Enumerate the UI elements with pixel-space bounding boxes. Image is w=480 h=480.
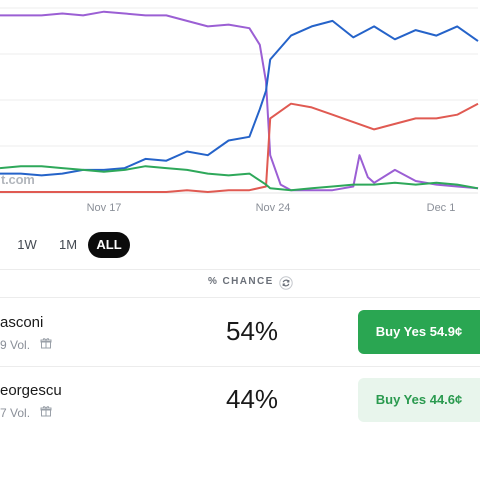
price-chart[interactable]: t.com Nov 17 Nov 24 Dec 1 [0,0,480,228]
x-tick-label: Nov 24 [255,202,291,214]
divider [0,366,480,367]
candidate-chance: 54% [226,316,279,346]
refresh-icon[interactable] [279,276,293,290]
x-tick-label: Dec 1 [426,202,456,214]
candidate-row[interactable]: asconi 9 Vol. 54% Buy Yes 54.9¢ [0,300,480,366]
series-line-2 [0,19,479,177]
candidate-chance: 44% [226,384,279,414]
divider [0,297,480,298]
candidate-volume: 7 Vol. [0,406,31,420]
chance-column-header: % CHANCE [208,276,274,287]
x-tick-label: Nov 17 [86,202,122,214]
chart-canvas [0,7,479,194]
series-line-4 [0,165,479,192]
buy-yes-button[interactable]: Buy Yes 54.9¢ [358,310,480,354]
divider [0,269,480,270]
candidate-row[interactable]: eorgescu 7 Vol. 44% Buy Yes 44.6¢ [0,368,480,434]
candidate-name: asconi [0,314,44,331]
tab-1m[interactable]: 1M [58,237,78,252]
series-line-3 [0,102,479,193]
gift-icon [40,406,52,417]
buy-yes-button[interactable]: Buy Yes 44.6¢ [358,378,480,422]
chart-watermark: t.com [1,172,35,187]
candidate-volume: 9 Vol. [0,338,31,352]
tab-1w[interactable]: 1W [17,237,37,252]
candidate-name: eorgescu [0,382,62,399]
gift-icon [40,338,52,349]
tab-all[interactable]: ALL [88,232,130,258]
series-line-1 [0,10,479,192]
